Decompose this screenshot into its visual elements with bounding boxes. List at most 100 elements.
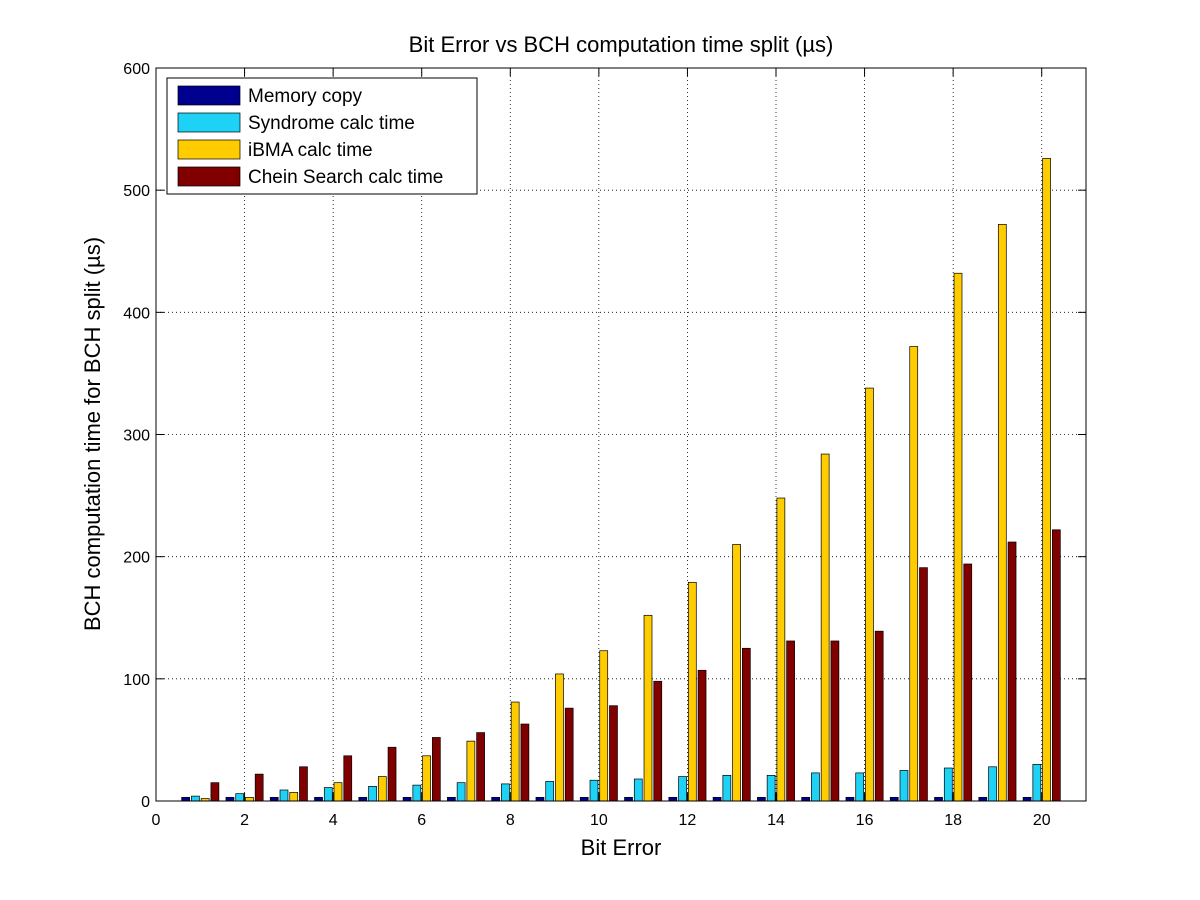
legend-swatch [177, 112, 241, 133]
bar-chein-search-calc-time-17 [919, 567, 928, 802]
bar-memory-copy-15 [801, 796, 811, 802]
bar-chein-search-calc-time-7 [476, 732, 485, 802]
bar-ibma-calc-time-13 [732, 544, 741, 802]
bar-syndrome-calc-time-9 [545, 781, 555, 802]
bar-ibma-calc-time-10 [599, 650, 609, 802]
legend-swatch [177, 139, 241, 160]
bar-chein-search-calc-time-3 [299, 766, 308, 802]
bar-chein-search-calc-time-13 [741, 647, 751, 802]
x-tick-label: 4 [329, 812, 338, 829]
bar-syndrome-calc-time-3 [279, 789, 289, 802]
x-tick-label: 18 [944, 812, 962, 829]
bar-memory-copy-13 [712, 796, 722, 802]
bar-memory-copy-8 [491, 796, 501, 802]
bar-chein-search-calc-time-8 [520, 723, 530, 802]
bar-syndrome-calc-time-13 [722, 774, 732, 802]
x-tick-label: 10 [590, 812, 608, 829]
bar-chein-search-calc-time-1 [210, 782, 220, 802]
bar-chein-search-calc-time-19 [1007, 541, 1017, 802]
bar-memory-copy-9 [535, 796, 545, 802]
y-tick-label: 100 [123, 672, 150, 689]
bar-syndrome-calc-time-10 [589, 779, 599, 802]
bar-chein-search-calc-time-20 [1051, 529, 1061, 802]
x-tick-label: 0 [152, 812, 161, 829]
bar-ibma-calc-time-19 [997, 224, 1007, 802]
bar-syndrome-calc-time-5 [368, 785, 377, 802]
y-tick-label: 0 [141, 794, 150, 811]
bar-syndrome-calc-time-8 [501, 783, 510, 802]
bar-ibma-calc-time-7 [466, 740, 476, 802]
y-tick-label: 600 [123, 61, 150, 78]
bar-syndrome-calc-time-1 [191, 795, 200, 802]
bar-syndrome-calc-time-20 [1032, 763, 1042, 802]
legend-entry-label: Memory copy [248, 86, 363, 107]
bar-memory-copy-20 [1022, 796, 1032, 802]
bar-syndrome-calc-time-12 [678, 776, 687, 802]
x-tick-label: 20 [1033, 812, 1051, 829]
grid-layer [156, 68, 1086, 801]
bar-syndrome-calc-time-7 [456, 782, 466, 802]
bar-chein-search-calc-time-5 [387, 746, 397, 802]
legend-entry-label: Syndrome calc time [248, 113, 415, 134]
bar-chein-search-calc-time-6 [431, 737, 441, 802]
x-tick-label: 12 [679, 812, 697, 829]
y-tick-label: 400 [123, 305, 150, 322]
bar-chein-search-calc-time-16 [874, 630, 884, 802]
bar-ibma-calc-time-3 [289, 792, 299, 802]
legend-entry-label: Chein Search calc time [248, 167, 443, 188]
bar-memory-copy-10 [579, 796, 589, 802]
bar-memory-copy-5 [358, 796, 368, 802]
x-tick-label: 6 [417, 812, 426, 829]
x-axis-label: Bit Error [581, 835, 662, 860]
bar-ibma-calc-time-9 [555, 673, 564, 802]
x-tick-label: 16 [856, 812, 874, 829]
x-tick-label: 8 [506, 812, 515, 829]
bar-ibma-calc-time-18 [953, 272, 963, 802]
chart-title: Bit Error vs BCH computation time split … [409, 32, 834, 57]
bar-chein-search-calc-time-15 [830, 640, 840, 802]
legend-swatch [177, 166, 241, 187]
bar-chein-search-calc-time-10 [609, 705, 618, 802]
bar-chein-search-calc-time-4 [343, 755, 353, 802]
bar-syndrome-calc-time-4 [323, 787, 333, 802]
x-tick-label: 2 [240, 812, 249, 829]
bar-ibma-calc-time-14 [776, 497, 786, 802]
bar-memory-copy-11 [624, 796, 633, 802]
bars-layer [181, 158, 1061, 802]
bar-memory-copy-19 [978, 796, 988, 802]
x-tick-label: 14 [767, 812, 785, 829]
legend-entry-label: iBMA calc time [248, 140, 373, 161]
bar-syndrome-calc-time-11 [633, 778, 643, 802]
bar-memory-copy-12 [668, 796, 678, 802]
bar-memory-copy-16 [845, 796, 855, 802]
bar-syndrome-calc-time-15 [811, 772, 820, 802]
bar-memory-copy-14 [757, 796, 766, 802]
bar-chein-search-calc-time-9 [564, 707, 574, 802]
bar-chein-search-calc-time-11 [653, 680, 663, 802]
bar-syndrome-calc-time-14 [766, 774, 776, 802]
bar-syndrome-calc-time-16 [855, 772, 865, 802]
bar-ibma-calc-time-4 [333, 782, 343, 802]
bar-chein-search-calc-time-2 [254, 773, 264, 802]
bar-chein-search-calc-time-12 [697, 669, 707, 802]
legend-swatch [177, 85, 241, 106]
bar-syndrome-calc-time-18 [943, 767, 953, 802]
y-tick-label: 500 [123, 183, 150, 200]
y-axis-label: BCH computation time for BCH split (µs) [80, 237, 105, 631]
bar-ibma-calc-time-12 [687, 581, 697, 802]
y-tick-label: 200 [123, 550, 150, 567]
bar-ibma-calc-time-16 [865, 387, 874, 802]
y-tick-label: 300 [123, 428, 150, 445]
bar-ibma-calc-time-20 [1042, 158, 1051, 802]
bar-syndrome-calc-time-6 [412, 784, 422, 802]
bar-memory-copy-4 [314, 796, 323, 802]
bar-syndrome-calc-time-19 [988, 766, 997, 802]
bar-ibma-calc-time-15 [820, 453, 830, 802]
bar-ibma-calc-time-2 [245, 796, 254, 802]
bar-memory-copy-3 [269, 796, 279, 802]
bar-memory-copy-17 [889, 796, 899, 802]
bar-memory-copy-6 [402, 796, 412, 802]
bar-chein-search-calc-time-14 [786, 640, 795, 802]
